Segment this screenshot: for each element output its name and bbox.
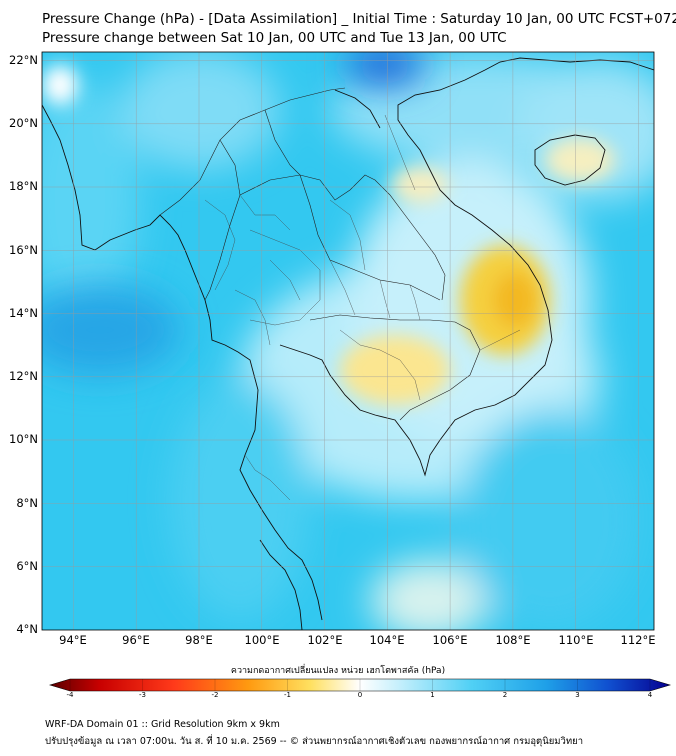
lat-label: 4°N [16, 622, 38, 636]
lat-label: 8°N [16, 496, 38, 510]
colorbar-tick: 3 [575, 691, 580, 699]
lon-label: 98°E [185, 633, 213, 647]
grid-lines [42, 52, 654, 630]
colorbar-tick: 1 [430, 691, 435, 699]
lon-label: 102°E [307, 633, 343, 647]
footer-model-info: WRF-DA Domain 01 :: Grid Resolution 9km … [45, 719, 280, 730]
colorbar-tick: -2 [211, 691, 219, 699]
lon-label: 96°E [122, 633, 150, 647]
lat-label: 14°N [9, 306, 38, 320]
lon-label: 112°E [620, 633, 656, 647]
colorbar-tick: -1 [284, 691, 291, 699]
country-borders [159, 87, 481, 421]
lat-label: 6°N [16, 559, 38, 573]
footer-update-credit: ปรับปรุงข้อมูล ณ เวลา 07:00น. วัน ส. ที่… [45, 736, 584, 747]
map-title: Pressure Change (hPa) - [Data Assimilati… [42, 11, 676, 27]
lon-label: 110°E [558, 633, 594, 647]
lon-label: 104°E [369, 633, 405, 647]
lon-label: 108°E [495, 633, 531, 647]
pressure-fall-zone-central [340, 335, 450, 405]
colorbar-tick: 0 [357, 691, 363, 699]
pressure-rise-zone-north [345, 52, 425, 85]
lon-label: 106°E [432, 633, 468, 647]
province-borders [204, 114, 521, 501]
map-frame [41, 51, 655, 631]
lat-label: 10°N [9, 432, 38, 446]
lon-label: 94°E [59, 633, 87, 647]
pressure-rise-zone-west [42, 285, 180, 375]
lat-label: 16°N [9, 243, 38, 257]
colorbar-title: ความกดอากาศเปลี่ยนแปลง หน่วย เฮกโตพาสคัล… [230, 666, 446, 676]
map-subtitle: Pressure change between Sat 10 Jan, 00 U… [42, 30, 507, 46]
lat-label: 12°N [9, 369, 38, 383]
colorbar-tick: -4 [66, 691, 74, 699]
map-field [42, 52, 654, 630]
lat-label: 22°N [9, 53, 38, 67]
coastlines [42, 57, 654, 630]
colorbar-tick: -3 [139, 691, 146, 699]
lat-label: 20°N [9, 116, 38, 130]
colorbar-tick: 2 [502, 691, 508, 699]
colorbar [48, 678, 672, 692]
lat-label: 18°N [9, 179, 38, 193]
colorbar-tick: 4 [647, 691, 653, 699]
lon-label: 100°E [244, 633, 280, 647]
